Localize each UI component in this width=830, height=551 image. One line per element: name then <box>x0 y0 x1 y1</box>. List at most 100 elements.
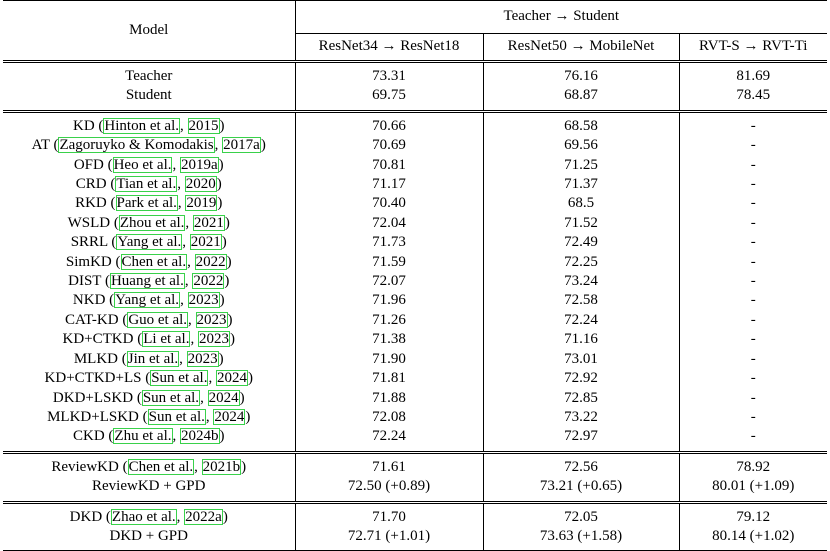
value-resnet18: 72.08 <box>294 407 483 428</box>
value-mobilenet: 73.22 <box>482 407 679 428</box>
teacher-student-header: Teacher → Student <box>294 0 827 34</box>
citation-separator: , <box>172 428 180 445</box>
value-rvt-ti: - <box>678 252 827 273</box>
method-cell: Teacher <box>3 60 295 87</box>
citation-year[interactable]: 2023 <box>197 331 230 348</box>
value-mobilenet: 68.58 <box>482 109 679 137</box>
citation-year[interactable]: 2021b <box>201 458 242 475</box>
citation-open: ( <box>136 389 142 406</box>
value-resnet18: 71.61 <box>294 450 483 478</box>
value-mobilenet: 72.58 <box>482 291 679 311</box>
table-row: DKD (Zhao et al., 2022a) 71.70 72.05 79.12 <box>3 500 827 527</box>
citation-year[interactable]: 2023 <box>187 292 220 309</box>
citation-year[interactable]: 2021 <box>189 234 222 251</box>
citation-separator: , <box>176 508 185 525</box>
citation-author[interactable]: Zhou et al. <box>118 214 186 231</box>
citation-author[interactable]: Huang et al. <box>109 273 185 290</box>
citation-open: ( <box>122 311 128 328</box>
citation-close: ) <box>221 234 227 251</box>
citation-separator: , <box>194 458 202 475</box>
value-rvt-ti: - <box>678 407 827 428</box>
value-mobilenet: 73.21 (+0.65) <box>482 477 679 503</box>
value-rvt-ti: - <box>678 310 827 331</box>
method-cell: DKD (Zhao et al., 2022a) <box>3 500 295 527</box>
citation-author[interactable]: Sun et al. <box>150 370 209 387</box>
citation-close: ) <box>241 458 247 475</box>
citation-separator: , <box>180 292 188 309</box>
pair-header-resnet18: ResNet34 → ResNet18 <box>294 33 483 62</box>
method-cell: KD+CTKD (Li et al., 2023) <box>3 330 295 349</box>
citation-close: ) <box>219 117 225 134</box>
method-cell: RKD (Park et al., 2019) <box>3 194 295 213</box>
value-resnet18: 73.31 <box>294 60 483 87</box>
citation-year[interactable]: 2017a <box>222 137 261 154</box>
citation-author[interactable]: Yang et al. <box>114 292 181 309</box>
citation-author[interactable]: Guo et al. <box>127 311 189 328</box>
citation-open: ( <box>110 195 116 212</box>
value-rvt-ti: - <box>678 330 827 350</box>
method-cell: OFD (Heo et al., 2019a) <box>3 156 295 175</box>
citation-author[interactable]: Chen et al. <box>120 253 188 270</box>
value-mobilenet: 73.01 <box>482 349 679 370</box>
citation-year[interactable]: 2019a <box>179 156 219 173</box>
citation-close: ) <box>216 176 222 193</box>
table-row: Student 69.75 68.87 78.45 <box>3 86 827 112</box>
citation-author[interactable]: Zhao et al. <box>110 508 177 525</box>
citation-author[interactable]: Heo et al. <box>112 156 173 173</box>
citation-close: ) <box>219 428 225 445</box>
citation-author[interactable]: Tian et al. <box>115 176 178 193</box>
citation-year[interactable]: 2015 <box>187 117 220 134</box>
citation-year[interactable]: 2022 <box>192 273 225 290</box>
citation-separator: , <box>187 253 195 270</box>
citation-year[interactable]: 2019 <box>185 195 218 212</box>
value-mobilenet: 68.87 <box>482 86 679 112</box>
method-cell: AT (Zagoruyko & Komodakis, 2017a) <box>3 136 295 155</box>
citation-author[interactable]: Chen et al. <box>127 458 195 475</box>
citation-author[interactable]: Zagoruyko & Komodakis <box>58 137 215 154</box>
table-body: Teacher 73.31 76.16 81.69 Student 69.75 68.87 7… <box>3 60 827 551</box>
table-row: MLKD (Jin et al., 2023) 71.90 73.01- <box>3 349 827 370</box>
citation-author[interactable]: Jin et al. <box>126 350 180 367</box>
citation-year[interactable]: 2022 <box>194 253 227 270</box>
citation-year[interactable]: 2021 <box>192 214 225 231</box>
table-row: Teacher 73.31 76.16 81.69 <box>3 60 827 87</box>
header-row-2: ResNet34 → ResNet18 ResNet50 → MobileNet… <box>3 33 827 62</box>
citation-year[interactable]: 2024b <box>180 428 220 445</box>
citation-author[interactable]: Zhu et al. <box>113 428 173 445</box>
citation-close: ) <box>245 408 251 425</box>
citation-year[interactable]: 2023 <box>195 311 228 328</box>
citation-open: ( <box>107 156 113 173</box>
method-name: KD <box>73 117 95 134</box>
table-row: CAT-KD (Guo et al., 2023) 71.26 72.24- <box>3 310 827 331</box>
citation-close: ) <box>226 253 232 270</box>
value-resnet18: 70.69 <box>294 136 483 156</box>
table-row: DKD+LSKD (Sun et al., 2024) 71.88 72.85- <box>3 388 827 408</box>
citation-year[interactable]: 2022a <box>184 508 223 525</box>
citation-year[interactable]: 2024 <box>215 370 248 387</box>
citation-year[interactable]: 2024 <box>207 389 240 406</box>
citation-year[interactable]: 2023 <box>186 350 219 367</box>
citation-close: ) <box>224 214 230 231</box>
value-mobilenet: 72.25 <box>482 252 679 273</box>
citation-year[interactable]: 2020 <box>184 176 217 193</box>
method-cell: SimKD (Chen et al., 2022) <box>3 253 295 272</box>
method-name: ReviewKD + GPD <box>92 478 206 495</box>
citation-author[interactable]: Sun et al. <box>141 389 201 406</box>
citation-year[interactable]: 2024 <box>213 408 246 425</box>
citation-author[interactable]: Li et al. <box>142 331 191 348</box>
method-name: AT <box>31 137 50 154</box>
method-cell: DKD + GPD <box>3 526 295 551</box>
citation-open: ( <box>109 292 115 309</box>
method-cell: NKD (Yang et al., 2023) <box>3 291 295 310</box>
citation-author[interactable]: Yang et al. <box>116 234 183 251</box>
method-name: MLKD+LSKD <box>47 408 139 425</box>
citation-author[interactable]: Hinton et al. <box>103 117 180 134</box>
table-row: KD (Hinton et al., 2015) 70.66 68.58- <box>3 109 827 137</box>
citation-author[interactable]: Park et al. <box>115 195 178 212</box>
table-row: OFD (Heo et al., 2019a) 70.81 71.25- <box>3 155 827 176</box>
method-name: WSLD <box>67 214 111 231</box>
method-name: OFD <box>73 156 104 173</box>
citation-author[interactable]: Sun et al. <box>147 408 206 425</box>
citation-open: ( <box>137 331 143 348</box>
